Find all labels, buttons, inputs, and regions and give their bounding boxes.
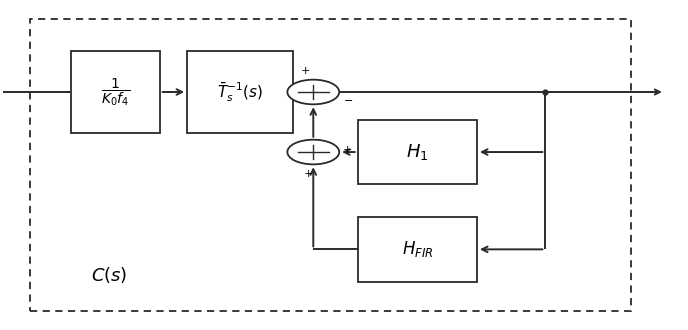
Text: $\bar{T}_s^{-1}(s)$: $\bar{T}_s^{-1}(s)$ (217, 80, 263, 104)
Circle shape (288, 140, 339, 164)
Bar (187, 51, 293, 133)
Text: +: + (343, 145, 352, 154)
Bar (30, 19, 631, 311)
Bar (71, 51, 160, 133)
Text: $H_1$: $H_1$ (406, 142, 429, 162)
Text: $-$: $-$ (343, 94, 353, 105)
Bar (358, 217, 477, 282)
Text: +: + (301, 66, 310, 77)
Bar (358, 119, 477, 184)
Text: $\dfrac{1}{K_0 f_4}$: $\dfrac{1}{K_0 f_4}$ (101, 76, 130, 108)
Text: +: + (303, 169, 313, 179)
Text: $H_{FIR}$: $H_{FIR}$ (402, 239, 433, 259)
Circle shape (288, 80, 339, 104)
Text: $C(s)$: $C(s)$ (92, 265, 128, 285)
